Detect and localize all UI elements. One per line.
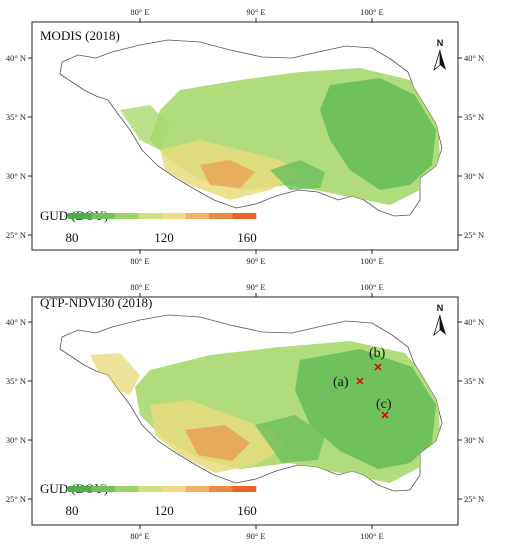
site-marker-b: (b) ✕ bbox=[369, 346, 386, 374]
map-panel-qtp-ndvi30: 80° E 90° E 100° E 80° E 90° E 100° E 40… bbox=[0, 275, 509, 550]
lat-label-40-left: 40° N bbox=[6, 317, 26, 327]
lon-label-80-bottom: 80° E bbox=[130, 531, 149, 541]
legend-swatch bbox=[68, 213, 92, 219]
site-marker-a-x-icon: ✕ bbox=[355, 376, 364, 388]
panel-title: MODIS (2018) bbox=[40, 28, 120, 43]
legend: GUD (DOY) 80 120 160 bbox=[40, 481, 257, 518]
panel-title: QTP-NDVI30 (2018) bbox=[40, 295, 152, 310]
site-marker-c-x-icon: ✕ bbox=[380, 410, 389, 422]
north-arrow-icon: N bbox=[433, 38, 446, 72]
legend-swatch bbox=[209, 486, 233, 492]
lat-label-35-right: 35° N bbox=[464, 376, 484, 386]
site-label-a: (a) bbox=[333, 375, 349, 390]
legend-tick-80: 80 bbox=[66, 230, 79, 245]
legend-swatch bbox=[232, 486, 257, 492]
lon-label-90-bottom: 90° E bbox=[246, 531, 265, 541]
legend-swatch bbox=[185, 486, 210, 492]
legend-swatch bbox=[209, 213, 233, 219]
site-marker-a: (a) ✕ bbox=[333, 375, 365, 390]
legend-swatch bbox=[138, 213, 163, 219]
legend-swatch bbox=[162, 213, 186, 219]
lon-label-80-top: 80° E bbox=[130, 7, 149, 17]
svg-text:N: N bbox=[437, 303, 444, 313]
legend-swatch bbox=[115, 213, 139, 219]
lon-label-100-bottom: 100° E bbox=[360, 531, 383, 541]
lat-label-40-left: 40° N bbox=[6, 53, 26, 63]
lat-label-40-right: 40° N bbox=[464, 53, 484, 63]
plateau-region bbox=[59, 39, 443, 217]
lon-label-80-top: 80° E bbox=[130, 282, 149, 292]
plateau-region bbox=[59, 314, 443, 492]
map-canvas: 80° E 90° E 100° E 80° E 90° E 100° E 40… bbox=[6, 282, 484, 541]
lat-label-30-right: 30° N bbox=[464, 171, 484, 181]
lat-label-30-right: 30° N bbox=[464, 435, 484, 445]
lon-label-90-top: 90° E bbox=[246, 7, 265, 17]
map-frame bbox=[31, 21, 459, 251]
legend-swatch bbox=[138, 486, 163, 492]
map-panel-modis: 80° E 90° E 100° E 80° E 90° E 100° E 40… bbox=[6, 7, 484, 266]
lon-label-100-top: 100° E bbox=[360, 7, 383, 17]
legend-swatch bbox=[115, 486, 139, 492]
north-arrow-icon: N bbox=[433, 303, 446, 337]
site-label-b: (b) bbox=[369, 346, 386, 361]
lon-label-100-top: 100° E bbox=[360, 282, 383, 292]
legend-tick-80: 80 bbox=[66, 503, 79, 518]
legend-tick-160: 160 bbox=[237, 230, 257, 245]
lat-label-25-left: 25° N bbox=[6, 494, 26, 504]
lon-label-90-bottom: 90° E bbox=[246, 256, 265, 266]
lat-label-25-right: 25° N bbox=[464, 494, 484, 504]
legend-swatch bbox=[232, 213, 257, 219]
site-marker-b-x-icon: ✕ bbox=[373, 362, 382, 374]
legend-swatch bbox=[91, 213, 116, 219]
lat-label-30-left: 30° N bbox=[6, 435, 26, 445]
site-marker-c: (c) ✕ bbox=[376, 397, 392, 422]
lon-label-80-bottom: 80° E bbox=[130, 256, 149, 266]
lat-label-35-right: 35° N bbox=[464, 112, 484, 122]
legend-swatch bbox=[162, 486, 186, 492]
legend-tick-160: 160 bbox=[237, 503, 257, 518]
lat-label-35-left: 35° N bbox=[6, 112, 26, 122]
legend-swatch bbox=[185, 213, 210, 219]
lat-label-25-left: 25° N bbox=[6, 230, 26, 240]
lon-label-90-top: 90° E bbox=[246, 282, 265, 292]
legend-color-bar bbox=[68, 486, 257, 492]
svg-text:N: N bbox=[437, 38, 444, 48]
map-canvas: 80° E 90° E 100° E 80° E 90° E 100° E 40… bbox=[6, 7, 484, 266]
legend-swatch bbox=[91, 486, 116, 492]
lat-label-25-right: 25° N bbox=[464, 230, 484, 240]
lat-label-35-left: 35° N bbox=[6, 376, 26, 386]
legend: GUD (DOY) 80 120 160 bbox=[40, 208, 257, 245]
map-frame bbox=[31, 296, 459, 526]
site-label-c: (c) bbox=[376, 397, 392, 412]
legend-color-bar bbox=[68, 213, 257, 219]
lon-label-100-bottom: 100° E bbox=[360, 256, 383, 266]
legend-swatch bbox=[68, 486, 92, 492]
lat-label-30-left: 30° N bbox=[6, 171, 26, 181]
lat-label-40-right: 40° N bbox=[464, 317, 484, 327]
legend-tick-120: 120 bbox=[154, 230, 174, 245]
legend-tick-120: 120 bbox=[154, 503, 174, 518]
